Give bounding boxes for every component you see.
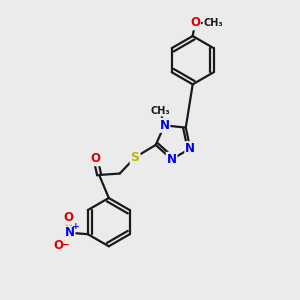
Text: N: N [64, 226, 75, 239]
Text: N: N [185, 142, 195, 155]
Text: S: S [130, 151, 140, 164]
Text: O: O [53, 238, 63, 252]
Text: CH₃: CH₃ [203, 18, 223, 28]
Text: −: − [61, 240, 69, 250]
Text: N: N [167, 153, 177, 166]
Text: N: N [159, 119, 170, 132]
Text: O: O [190, 16, 200, 29]
Text: O: O [91, 152, 100, 165]
Text: O: O [63, 211, 73, 224]
Text: CH₃: CH₃ [150, 106, 170, 116]
Text: +: + [72, 222, 80, 231]
